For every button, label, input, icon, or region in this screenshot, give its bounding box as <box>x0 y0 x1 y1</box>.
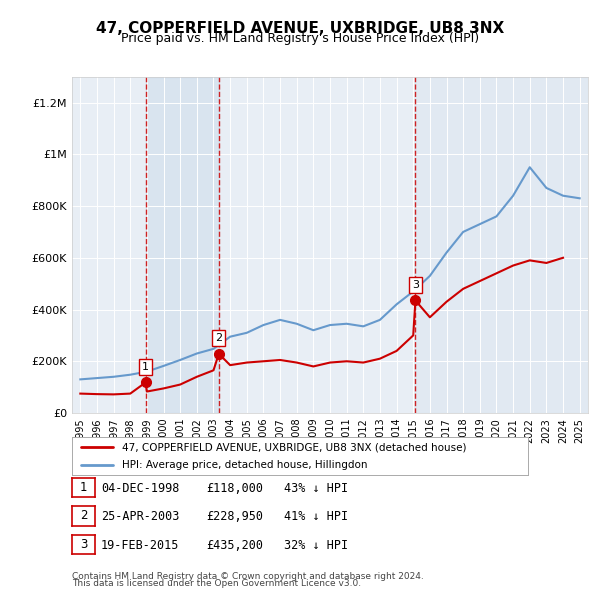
Text: 1: 1 <box>142 362 149 372</box>
Text: 32% ↓ HPI: 32% ↓ HPI <box>284 539 348 552</box>
Text: 41% ↓ HPI: 41% ↓ HPI <box>284 510 348 523</box>
Bar <box>415 77 588 413</box>
Text: This data is licensed under the Open Government Licence v3.0.: This data is licensed under the Open Gov… <box>72 579 361 588</box>
Text: 3: 3 <box>412 280 419 290</box>
Text: HPI: Average price, detached house, Hillingdon: HPI: Average price, detached house, Hill… <box>122 460 368 470</box>
Text: Price paid vs. HM Land Registry's House Price Index (HPI): Price paid vs. HM Land Registry's House … <box>121 32 479 45</box>
Text: 43% ↓ HPI: 43% ↓ HPI <box>284 482 348 495</box>
Text: £228,950: £228,950 <box>206 510 263 523</box>
Text: 25-APR-2003: 25-APR-2003 <box>101 510 179 523</box>
Text: 1: 1 <box>80 481 87 494</box>
Text: £118,000: £118,000 <box>206 482 263 495</box>
Bar <box>146 77 219 413</box>
Text: 47, COPPERFIELD AVENUE, UXBRIDGE, UB8 3NX: 47, COPPERFIELD AVENUE, UXBRIDGE, UB8 3N… <box>96 21 504 35</box>
Text: Contains HM Land Registry data © Crown copyright and database right 2024.: Contains HM Land Registry data © Crown c… <box>72 572 424 581</box>
Text: £435,200: £435,200 <box>206 539 263 552</box>
Bar <box>219 77 415 413</box>
Text: 2: 2 <box>215 333 223 343</box>
Text: 04-DEC-1998: 04-DEC-1998 <box>101 482 179 495</box>
Text: 2: 2 <box>80 509 87 523</box>
Text: 3: 3 <box>80 537 87 551</box>
Text: 19-FEB-2015: 19-FEB-2015 <box>101 539 179 552</box>
Text: 47, COPPERFIELD AVENUE, UXBRIDGE, UB8 3NX (detached house): 47, COPPERFIELD AVENUE, UXBRIDGE, UB8 3N… <box>122 442 467 453</box>
